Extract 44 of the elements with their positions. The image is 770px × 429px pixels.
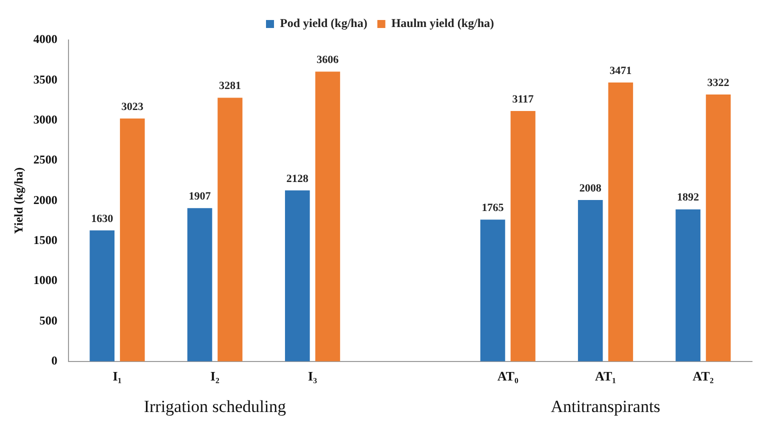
bar: [187, 208, 212, 362]
data-label: 3023: [121, 100, 144, 113]
y-tick-label: 0: [51, 353, 58, 368]
x-tick-label: I₁: [112, 368, 122, 384]
x-tick-label: AT₁: [595, 368, 616, 384]
text: Antitranspirants: [550, 396, 660, 416]
y-tick-label: 2000: [33, 192, 58, 207]
bar: [480, 220, 506, 362]
y-axis-title: Yield (kg/ha): [11, 167, 26, 234]
x-tick-label: I₂: [210, 368, 220, 384]
legend-label: Haulm yield (kg/ha): [391, 16, 494, 30]
y-tick-label: 3500: [33, 72, 58, 86]
bar: [608, 82, 634, 362]
legend-label: Pod yield (kg/ha): [280, 16, 368, 30]
y-tick-label: 500: [39, 313, 58, 328]
data-label: 2008: [579, 182, 602, 194]
y-tick-label: 2500: [33, 152, 58, 167]
bar: [120, 118, 145, 362]
data-label: 1630: [91, 212, 114, 225]
bar: [676, 209, 700, 362]
y-tick-label: 3000: [33, 112, 58, 126]
data-label: 3322: [707, 76, 730, 89]
data-label: 3281: [219, 80, 242, 92]
y-tick-label: 1500: [33, 232, 58, 247]
x-tick-label: AT₀: [497, 368, 518, 384]
data-label: 2128: [286, 172, 309, 185]
bar: [218, 98, 242, 362]
data-label: 1892: [677, 192, 700, 204]
bar: [90, 230, 115, 362]
x-tick-label: I₃: [308, 368, 318, 384]
bar: [578, 200, 603, 362]
bar: [315, 72, 340, 362]
data-label: 3471: [610, 64, 632, 77]
data-label: 3117: [512, 93, 534, 106]
bar: [706, 94, 731, 362]
data-label: 1907: [188, 190, 212, 203]
text: Irrigation scheduling: [144, 396, 286, 416]
data-label: 1765: [482, 202, 504, 214]
data-label: 3606: [316, 54, 340, 66]
bar: [284, 190, 310, 362]
x-tick-label: AT₂: [692, 368, 714, 384]
y-tick-label: 4000: [33, 32, 58, 46]
bar: [510, 110, 536, 362]
y-tick-label: 1000: [33, 273, 58, 288]
